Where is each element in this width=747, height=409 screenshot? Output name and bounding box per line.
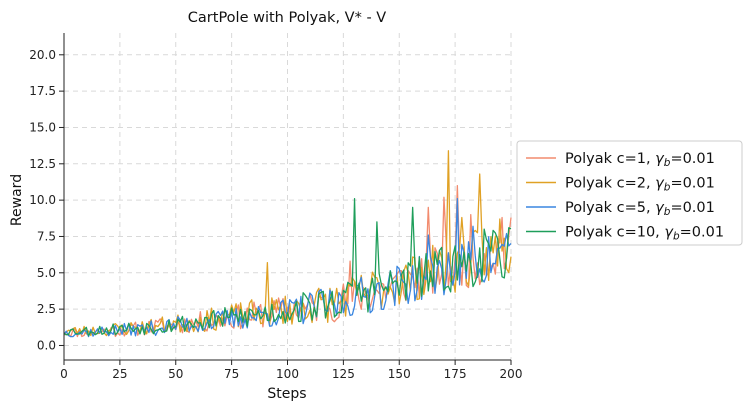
x-tick-label: 100	[276, 367, 299, 381]
tick-labels: 0 25 50 75 100 125 150 175 200 0.0 2.5 5.0 7.5 10.0 12…	[29, 48, 522, 381]
legend-gamma-subscript: b	[673, 231, 680, 243]
legend-gamma-subscript: b	[664, 157, 671, 169]
legend-label-main: Polyak c=2,	[565, 176, 655, 192]
legend-gamma-subscript: b	[664, 206, 671, 218]
y-tick-label: 12.5	[29, 157, 56, 171]
y-tick-label: 2.5	[37, 302, 56, 316]
grid	[63, 33, 512, 360]
legend-label-tail: =0.01	[670, 176, 714, 192]
x-axis-label: Steps	[267, 386, 306, 402]
legend-gamma-symbol: γ	[664, 225, 674, 241]
legend-entry-4: Polyak c=10, γb=0.01	[565, 225, 724, 243]
y-tick-label: 0.0	[37, 338, 56, 352]
legend-frame	[516, 140, 743, 246]
series-lines	[63, 150, 512, 338]
legend-entry-2: Polyak c=2, γb=0.01	[565, 176, 715, 194]
x-tick-label: 125	[332, 367, 355, 381]
legend-entry-1: Polyak c=1, γb=0.01	[565, 151, 715, 169]
legend-gamma-symbol: γ	[655, 151, 665, 167]
legend-label-main: Polyak c=5,	[565, 200, 655, 216]
legend-label-tail: =0.01	[670, 151, 714, 167]
series-line-4	[63, 198, 512, 337]
x-tick-label: 150	[388, 367, 411, 381]
legend-label-main: Polyak c=10,	[565, 225, 664, 241]
legend-gamma-symbol: γ	[655, 200, 665, 216]
axes	[59, 33, 512, 365]
x-tick-label: 200	[500, 367, 523, 381]
y-tick-label: 20.0	[29, 48, 56, 62]
y-tick-label: 15.0	[29, 120, 56, 134]
y-axis-label: Reward	[9, 174, 25, 226]
legend-label-main: Polyak c=1,	[565, 151, 655, 167]
y-tick-label: 10.0	[29, 193, 56, 207]
legend-gamma-symbol: γ	[655, 176, 665, 192]
legend-label-tail: =0.01	[670, 200, 714, 216]
x-tick-label: 175	[444, 367, 467, 381]
legend-label-tail: =0.01	[680, 225, 724, 241]
x-tick-label: 25	[112, 367, 127, 381]
y-tick-label: 7.5	[37, 229, 56, 243]
y-tick-label: 5.0	[37, 266, 56, 280]
x-tick-label: 75	[224, 367, 239, 381]
chart-title: CartPole with Polyak, V* - V	[188, 10, 387, 26]
x-tick-label: 50	[168, 367, 183, 381]
legend-gamma-subscript: b	[664, 182, 671, 194]
legend-entry-3: Polyak c=5, γb=0.01	[565, 200, 715, 218]
x-tick-label: 0	[60, 367, 68, 381]
series-line-1	[63, 184, 512, 338]
y-tick-label: 17.5	[29, 84, 56, 98]
